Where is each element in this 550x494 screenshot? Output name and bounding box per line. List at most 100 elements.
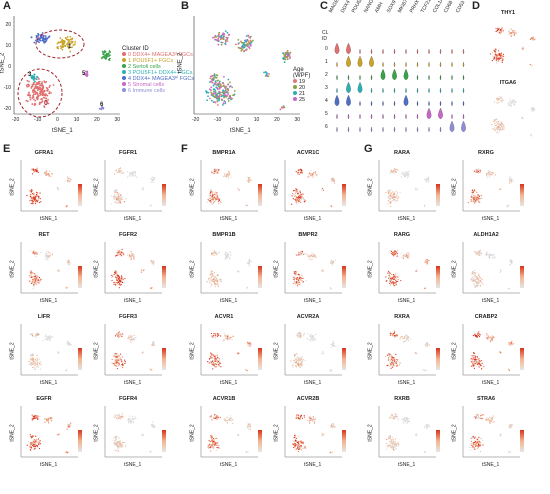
feature-point (493, 254, 495, 256)
feature-point (116, 356, 118, 358)
feature-point (213, 197, 215, 200)
feature-point (31, 201, 34, 203)
feature-point (30, 363, 32, 366)
feature-point (120, 417, 122, 420)
panel-b-point (230, 98, 232, 101)
panel-a-point (34, 103, 37, 106)
feature-point (151, 423, 153, 425)
feature-point (310, 337, 312, 339)
panel-b-point (219, 38, 222, 41)
colorbar (342, 430, 346, 452)
feature-point (293, 436, 295, 439)
feature-point (395, 280, 397, 282)
feature-point (30, 282, 33, 284)
feature-point (301, 277, 303, 279)
feature-point (424, 205, 426, 207)
feature-point (36, 363, 38, 365)
feature-point (496, 55, 498, 57)
panel-d-points (491, 96, 536, 137)
feature-point (209, 200, 211, 202)
feature-point (298, 169, 301, 172)
feature-point (494, 54, 496, 56)
feature-point (45, 418, 47, 420)
panel-b-point (231, 86, 234, 89)
feature-point (115, 202, 117, 204)
feature-point (116, 360, 119, 363)
feature-point (121, 335, 123, 338)
feature-point (33, 444, 35, 446)
feature-point (120, 280, 122, 283)
panel-a-point (33, 41, 36, 44)
panel-a-point (106, 55, 109, 58)
feature-point (116, 363, 118, 365)
feature-point (404, 255, 406, 257)
legend-item-age-20: 20 (293, 85, 310, 91)
feature-point (33, 195, 35, 197)
feature-point (474, 201, 477, 203)
feature-point (130, 341, 132, 343)
violin-row-5: 5 (325, 111, 328, 117)
feature-point (410, 338, 412, 340)
feature-point (45, 170, 48, 173)
feature-point (475, 277, 477, 279)
feature-point (531, 65, 533, 67)
feature-point (34, 253, 36, 255)
panel-b-point (289, 55, 291, 58)
feature-point (426, 177, 429, 180)
feature-point (68, 259, 70, 261)
feature-point (495, 121, 497, 123)
feature-point (35, 447, 37, 449)
feature-point (470, 196, 473, 198)
feature-point (39, 277, 41, 280)
feature-point (501, 61, 503, 63)
feature-point (248, 263, 250, 266)
feature-point (300, 357, 302, 359)
feature-point (35, 336, 38, 339)
feature-point (495, 61, 498, 63)
feature-point (44, 418, 46, 421)
feature-point (302, 359, 305, 361)
feature-point (499, 29, 502, 31)
violin (359, 74, 361, 81)
panel-a-point (36, 95, 39, 98)
feature-point (153, 260, 155, 262)
colorbar (78, 348, 82, 370)
feature-point (248, 180, 251, 182)
violin (393, 126, 396, 133)
feature-point (492, 256, 494, 258)
panel-b-point (286, 49, 289, 52)
feature-point (65, 451, 68, 453)
feature-point (299, 282, 301, 284)
feature-point (295, 358, 297, 360)
feature-point (47, 338, 49, 340)
violin (428, 100, 430, 107)
gene-label-acvr1: ACVR1 (214, 314, 234, 320)
feature-point (312, 174, 314, 176)
panel-b-point (247, 46, 250, 49)
feature-point (65, 286, 67, 288)
feature-point (69, 424, 72, 426)
feature-point (477, 282, 479, 284)
feature-point (129, 422, 131, 424)
feature-point (131, 418, 134, 420)
feature-point (428, 180, 430, 182)
feature-point (473, 275, 475, 277)
violin (382, 113, 384, 120)
feature-point (490, 254, 493, 256)
panel-a-point (61, 44, 64, 46)
feature-point (30, 250, 32, 252)
feature-point (207, 444, 209, 446)
feature-point (33, 362, 35, 365)
feature-point (120, 443, 122, 445)
feature-point (116, 439, 118, 441)
feature-point (120, 353, 122, 355)
feature-point (534, 109, 536, 111)
panel-a-point (41, 39, 44, 42)
feature-point (514, 31, 516, 33)
feature-point (213, 440, 216, 442)
legend-dot (122, 82, 126, 86)
feature-point (393, 336, 396, 338)
feature-point (509, 32, 511, 34)
feature-point (247, 450, 249, 453)
feature-point (39, 440, 41, 442)
